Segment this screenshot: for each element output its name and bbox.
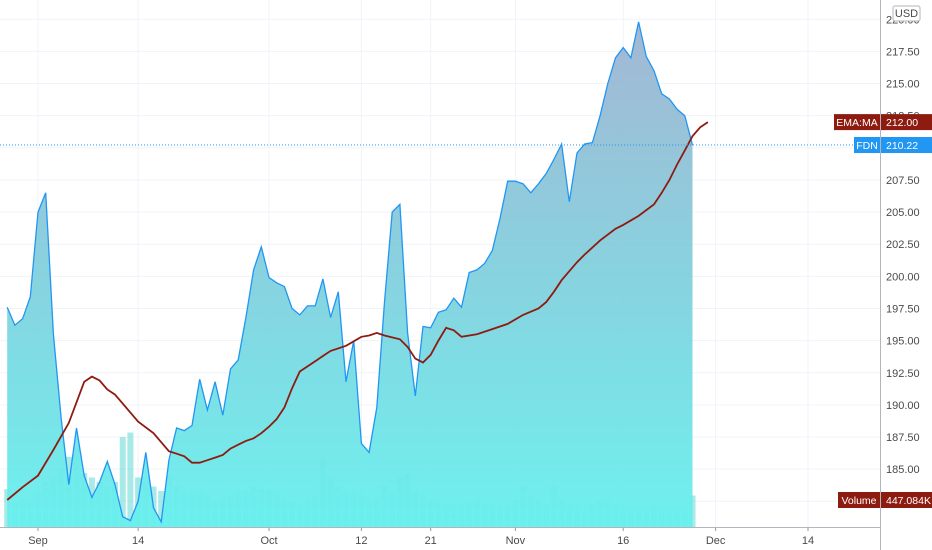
x-tick-label: 14 bbox=[802, 535, 814, 547]
y-tick-label: 185.00 bbox=[886, 464, 920, 476]
x-tick-label: Dec bbox=[706, 535, 726, 547]
y-tick-label: 195.00 bbox=[886, 336, 920, 348]
series-name-badge bbox=[834, 114, 880, 131]
currency-box bbox=[892, 5, 921, 22]
x-tick-label: Nov bbox=[506, 535, 526, 547]
y-tick-label: 202.50 bbox=[886, 239, 920, 251]
y-tick-label: 192.50 bbox=[886, 368, 920, 380]
series-value-label: 210.22 bbox=[886, 140, 918, 152]
currency-label: USD bbox=[895, 8, 918, 20]
x-tick-label: 21 bbox=[425, 535, 437, 547]
ema-line bbox=[6, 121, 709, 501]
y-tick-label: 200.00 bbox=[886, 271, 920, 283]
y-tick-label: 207.50 bbox=[886, 175, 920, 187]
x-tick-label: 12 bbox=[355, 535, 367, 547]
volume-bar bbox=[127, 432, 134, 527]
x-tick-label: Sep bbox=[28, 535, 48, 547]
series-value-badge bbox=[881, 492, 932, 508]
fdn-line bbox=[6, 21, 694, 524]
series-name-label: FDN bbox=[856, 140, 878, 152]
y-tick-label: 217.50 bbox=[886, 46, 920, 58]
volume-bar bbox=[158, 491, 165, 527]
price-badges: EMA:MA 212.00 FDN 210.22 Volume 447.084K bbox=[834, 114, 932, 508]
price-area bbox=[7, 21, 693, 528]
y-tick-label: 197.50 bbox=[886, 303, 920, 315]
y-tick-label: 190.00 bbox=[886, 400, 920, 412]
series-value-label: 212.00 bbox=[886, 117, 918, 129]
series-value-label: 447.084K bbox=[886, 495, 931, 507]
fdn-area-fill bbox=[7, 21, 693, 528]
y-tick-label: 205.00 bbox=[886, 207, 920, 219]
y-tick-label: 187.50 bbox=[886, 432, 920, 444]
series-name-badge bbox=[838, 492, 880, 508]
x-tick-label: 14 bbox=[132, 535, 144, 547]
y-tick-label: 215.00 bbox=[886, 79, 920, 91]
series-value-badge bbox=[881, 136, 932, 153]
series-value-badge bbox=[881, 114, 932, 131]
x-tick-label: 16 bbox=[617, 535, 629, 547]
volume-bar bbox=[119, 437, 126, 527]
series-name-label: Volume bbox=[841, 495, 876, 507]
series-name-label: EMA:MA bbox=[836, 117, 877, 129]
x-tick-label: Oct bbox=[260, 535, 277, 547]
series-name-badge bbox=[854, 136, 880, 153]
series-lines bbox=[0, 21, 880, 524]
